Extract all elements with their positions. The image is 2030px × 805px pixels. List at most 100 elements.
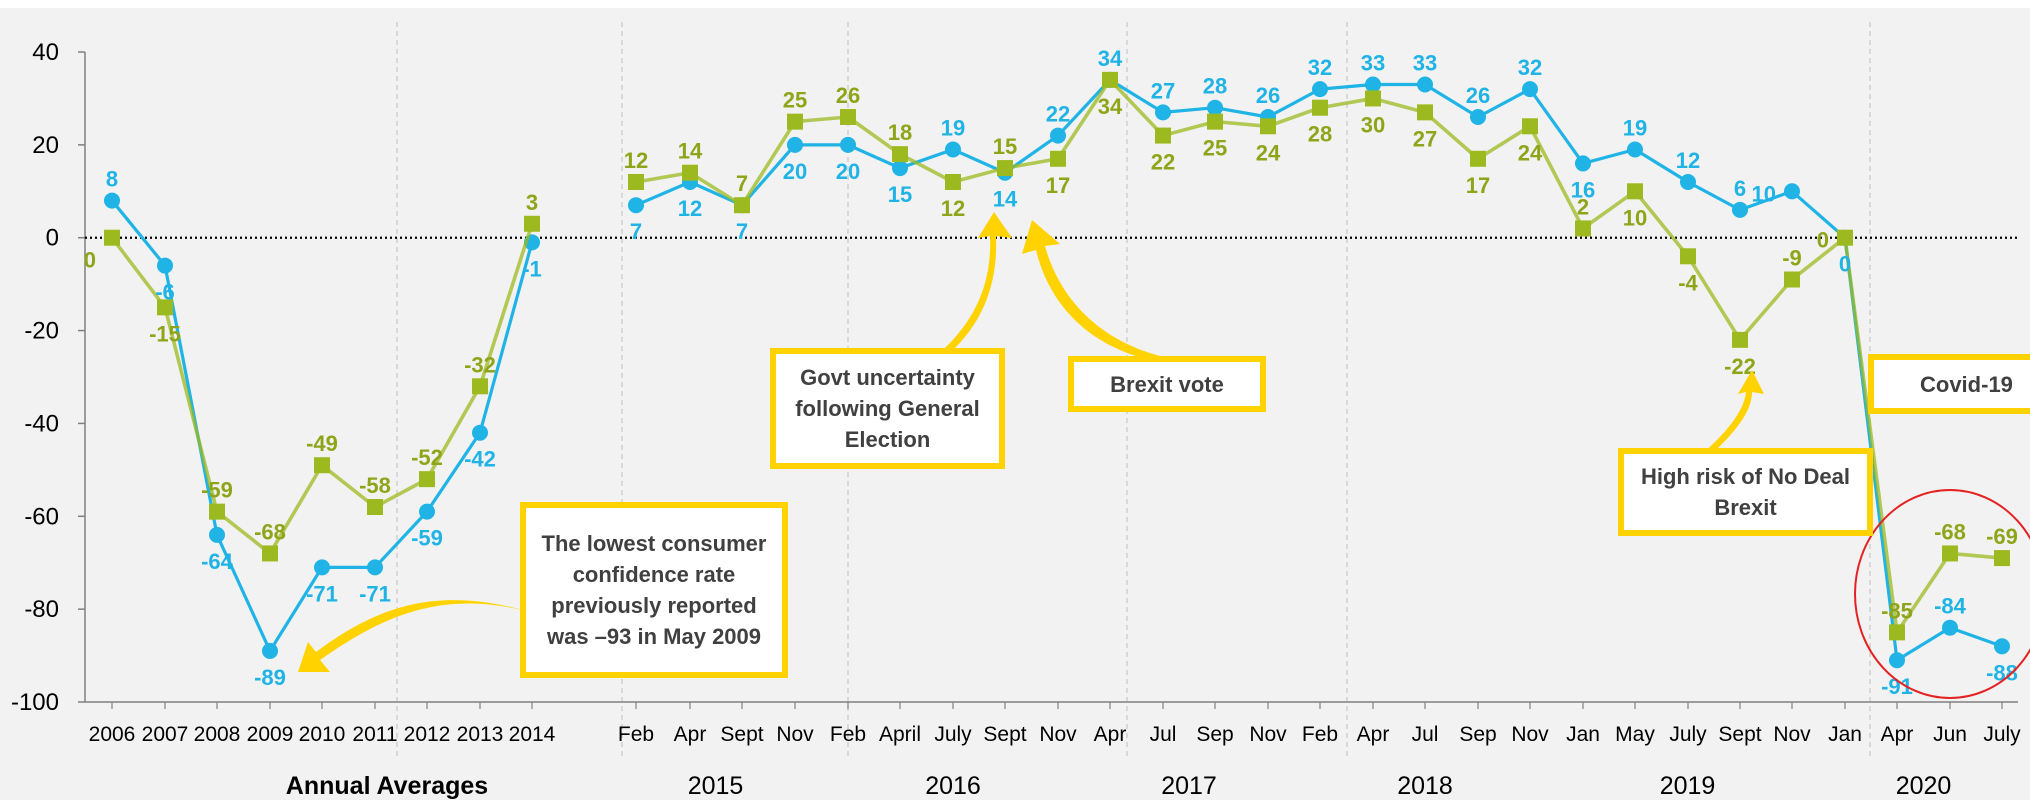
data-label-series-2: 0 xyxy=(84,248,96,273)
series-1-point xyxy=(628,197,644,214)
data-label-series-2: -49 xyxy=(306,431,338,456)
series-2-point xyxy=(104,229,120,246)
series-2-point xyxy=(997,160,1013,177)
series-2-point xyxy=(1102,71,1118,88)
annotation-covid: Covid-19 xyxy=(1868,354,2030,414)
x-tick-label: Nov xyxy=(776,723,814,746)
data-label-series-2: 12 xyxy=(941,196,965,221)
x-tick-label: 2014 xyxy=(509,723,556,746)
series-2-point xyxy=(367,499,383,515)
series-1-point xyxy=(1680,174,1696,190)
x-tick-label: Apr xyxy=(674,723,707,746)
data-label-series-2: -69 xyxy=(1986,524,2018,549)
x-tick-label: July xyxy=(1669,723,1707,746)
data-label-series-2: -9 xyxy=(1782,246,1802,271)
data-label-series-2: 2 xyxy=(1577,194,1589,219)
data-label-series-1: -84 xyxy=(1934,594,1967,619)
data-label-series-1: -71 xyxy=(359,581,391,606)
y-tick-label: -40 xyxy=(24,410,59,437)
data-label-series-1: 12 xyxy=(678,196,702,221)
series-2-point xyxy=(1889,624,1905,641)
data-label-series-2: 7 xyxy=(736,171,748,196)
data-label-series-1: 7 xyxy=(736,219,748,244)
series-2-point xyxy=(1312,99,1328,116)
data-label-series-1: 10 xyxy=(1752,181,1776,206)
series-1-point xyxy=(262,642,278,659)
series-2-point xyxy=(840,109,856,125)
data-label-series-2: -68 xyxy=(1934,519,1966,544)
x-tick-label: Sept xyxy=(1718,723,1761,746)
y-tick-label: 40 xyxy=(32,39,59,66)
group-label: 2020 xyxy=(1896,772,1952,800)
data-label-series-1: 19 xyxy=(941,116,965,141)
series-2-point xyxy=(1522,118,1538,135)
x-tick-label: Sept xyxy=(720,723,763,746)
data-label-series-2: 30 xyxy=(1361,112,1385,137)
series-1-point xyxy=(1470,109,1486,125)
data-label-series-2: -85 xyxy=(1881,598,1913,623)
series-2-point xyxy=(1260,118,1276,135)
series-2-point xyxy=(1784,271,1800,288)
data-label-series-2: 3 xyxy=(526,190,538,215)
data-label-series-1: 32 xyxy=(1518,55,1542,80)
data-label-series-1: 34 xyxy=(1098,46,1123,71)
y-tick-label: 20 xyxy=(32,132,59,159)
y-tick-label: 0 xyxy=(46,225,59,252)
data-label-series-2: -52 xyxy=(411,445,443,470)
data-label-series-2: 12 xyxy=(624,148,648,173)
x-tick-label: 2013 xyxy=(457,723,504,746)
series-2-point xyxy=(1732,331,1748,348)
data-label-series-1: 7 xyxy=(630,219,642,244)
data-label-series-2: 28 xyxy=(1308,122,1332,147)
data-label-series-1: 20 xyxy=(836,159,860,184)
data-label-series-2: 24 xyxy=(1256,140,1281,165)
data-label-series-1: -64 xyxy=(201,549,234,574)
data-label-series-2: 10 xyxy=(1623,205,1647,230)
series-1-point xyxy=(472,424,488,441)
data-label-series-1: 33 xyxy=(1361,51,1385,76)
x-tick-label: 2010 xyxy=(299,723,346,746)
x-tick-label: Sep xyxy=(1459,723,1496,746)
data-label-series-1: 16 xyxy=(1571,177,1595,202)
covid-highlight-ring xyxy=(1854,489,2030,699)
series-1-point xyxy=(1732,201,1748,218)
series-1-point xyxy=(1050,127,1066,144)
series-2-point xyxy=(1050,150,1066,167)
data-label-series-1: 22 xyxy=(1046,102,1070,127)
series-1-point xyxy=(104,192,120,209)
series-2-point xyxy=(628,174,644,190)
x-tick-label: 2008 xyxy=(194,723,241,746)
series-1-point xyxy=(1522,81,1538,98)
y-tick-label: -100 xyxy=(11,689,59,716)
arrow-brexit-vote xyxy=(1022,220,1160,360)
data-label-series-2: 27 xyxy=(1413,126,1437,151)
data-label-series-2: 0 xyxy=(1817,228,1829,253)
arrow-lowest-rate xyxy=(298,600,530,672)
data-label-series-2: 15 xyxy=(993,134,1017,159)
annotation-no-deal-brexit: High risk of No Deal Brexit xyxy=(1618,448,1873,536)
data-label-series-1: -42 xyxy=(464,447,496,472)
data-label-series-2: 18 xyxy=(888,120,912,145)
series-2-point xyxy=(1470,150,1486,167)
data-label-series-1: -1 xyxy=(522,256,542,281)
group-label: 2015 xyxy=(688,772,744,800)
x-tick-label: Nov xyxy=(1039,723,1077,746)
x-tick-label: 2012 xyxy=(404,723,451,746)
data-label-series-1: -89 xyxy=(254,665,286,690)
series-2-point xyxy=(1417,104,1433,121)
y-tick-label: -20 xyxy=(24,318,59,345)
series-1-point xyxy=(840,136,856,153)
data-label-series-1: -71 xyxy=(306,581,338,606)
series-2-point xyxy=(1942,545,1958,562)
series-2-point xyxy=(682,164,698,181)
data-label-series-1: 32 xyxy=(1308,55,1332,80)
series-2-point xyxy=(209,503,225,520)
data-label-series-1: 26 xyxy=(1466,83,1490,108)
x-tick-label: Apr xyxy=(1357,723,1390,746)
series-1-point xyxy=(419,503,435,520)
series-2-point xyxy=(787,113,803,130)
data-label-series-1: -6 xyxy=(155,280,175,305)
x-tick-label: 2007 xyxy=(142,723,189,746)
series-1-point xyxy=(1784,183,1800,200)
